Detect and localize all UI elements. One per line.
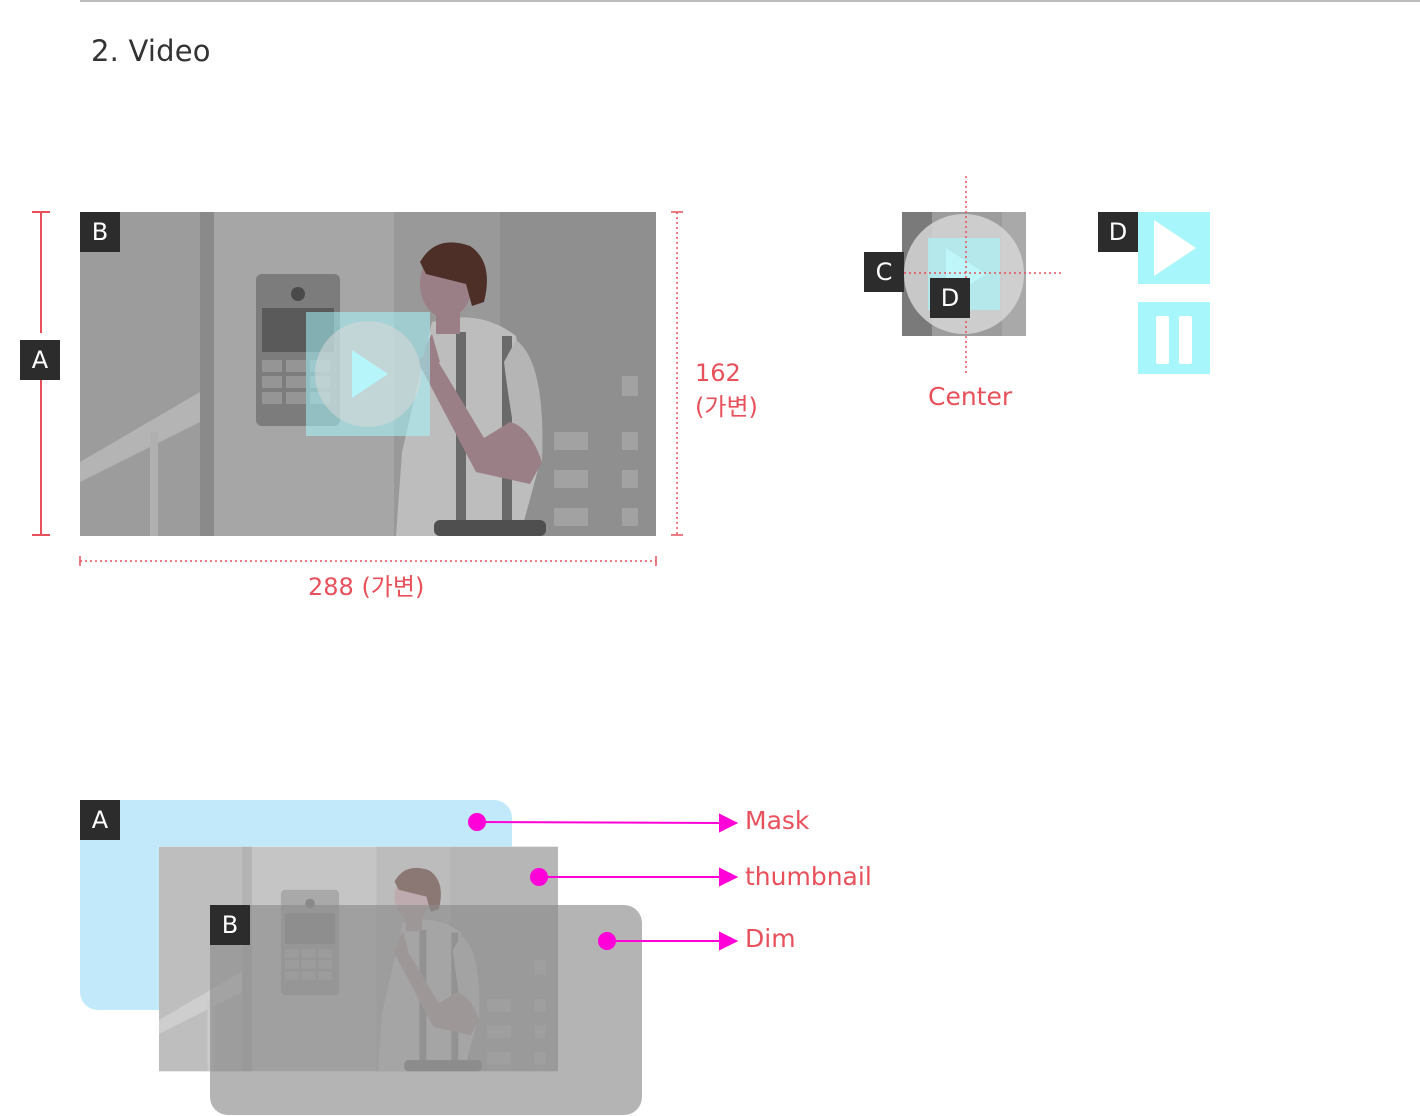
play-icon [352, 350, 388, 398]
layer-label-mask: Mask [745, 806, 810, 835]
height-bracket-a [32, 211, 50, 536]
center-crosshair [904, 176, 1064, 374]
pause-button[interactable] [1138, 302, 1210, 374]
center-label: Center [928, 382, 1013, 411]
height-value: 162 [695, 359, 741, 387]
tag-d-center: D [930, 278, 970, 318]
tag-d-states: D [1098, 212, 1138, 252]
height-dimension-line [671, 211, 683, 536]
layer-label-thumbnail: thumbnail [745, 862, 872, 891]
play-button[interactable] [1138, 212, 1210, 284]
height-note: (가변) [695, 393, 758, 421]
dim-layer [210, 905, 642, 1115]
play-button-overlay[interactable] [306, 312, 430, 436]
tag-b-layer: B [210, 905, 250, 945]
width-dimension-line [79, 556, 657, 566]
play-icon [1154, 220, 1196, 276]
tag-c: C [864, 252, 904, 292]
width-label: 288 (가변) [308, 573, 425, 601]
tag-b: B [80, 212, 120, 252]
top-divider [80, 0, 1420, 2]
tag-a: A [20, 340, 60, 380]
section-title: 2. Video [91, 34, 211, 68]
tag-a-layer: A [80, 800, 120, 840]
layer-label-dim: Dim [745, 924, 796, 953]
pause-icon [1156, 316, 1192, 364]
